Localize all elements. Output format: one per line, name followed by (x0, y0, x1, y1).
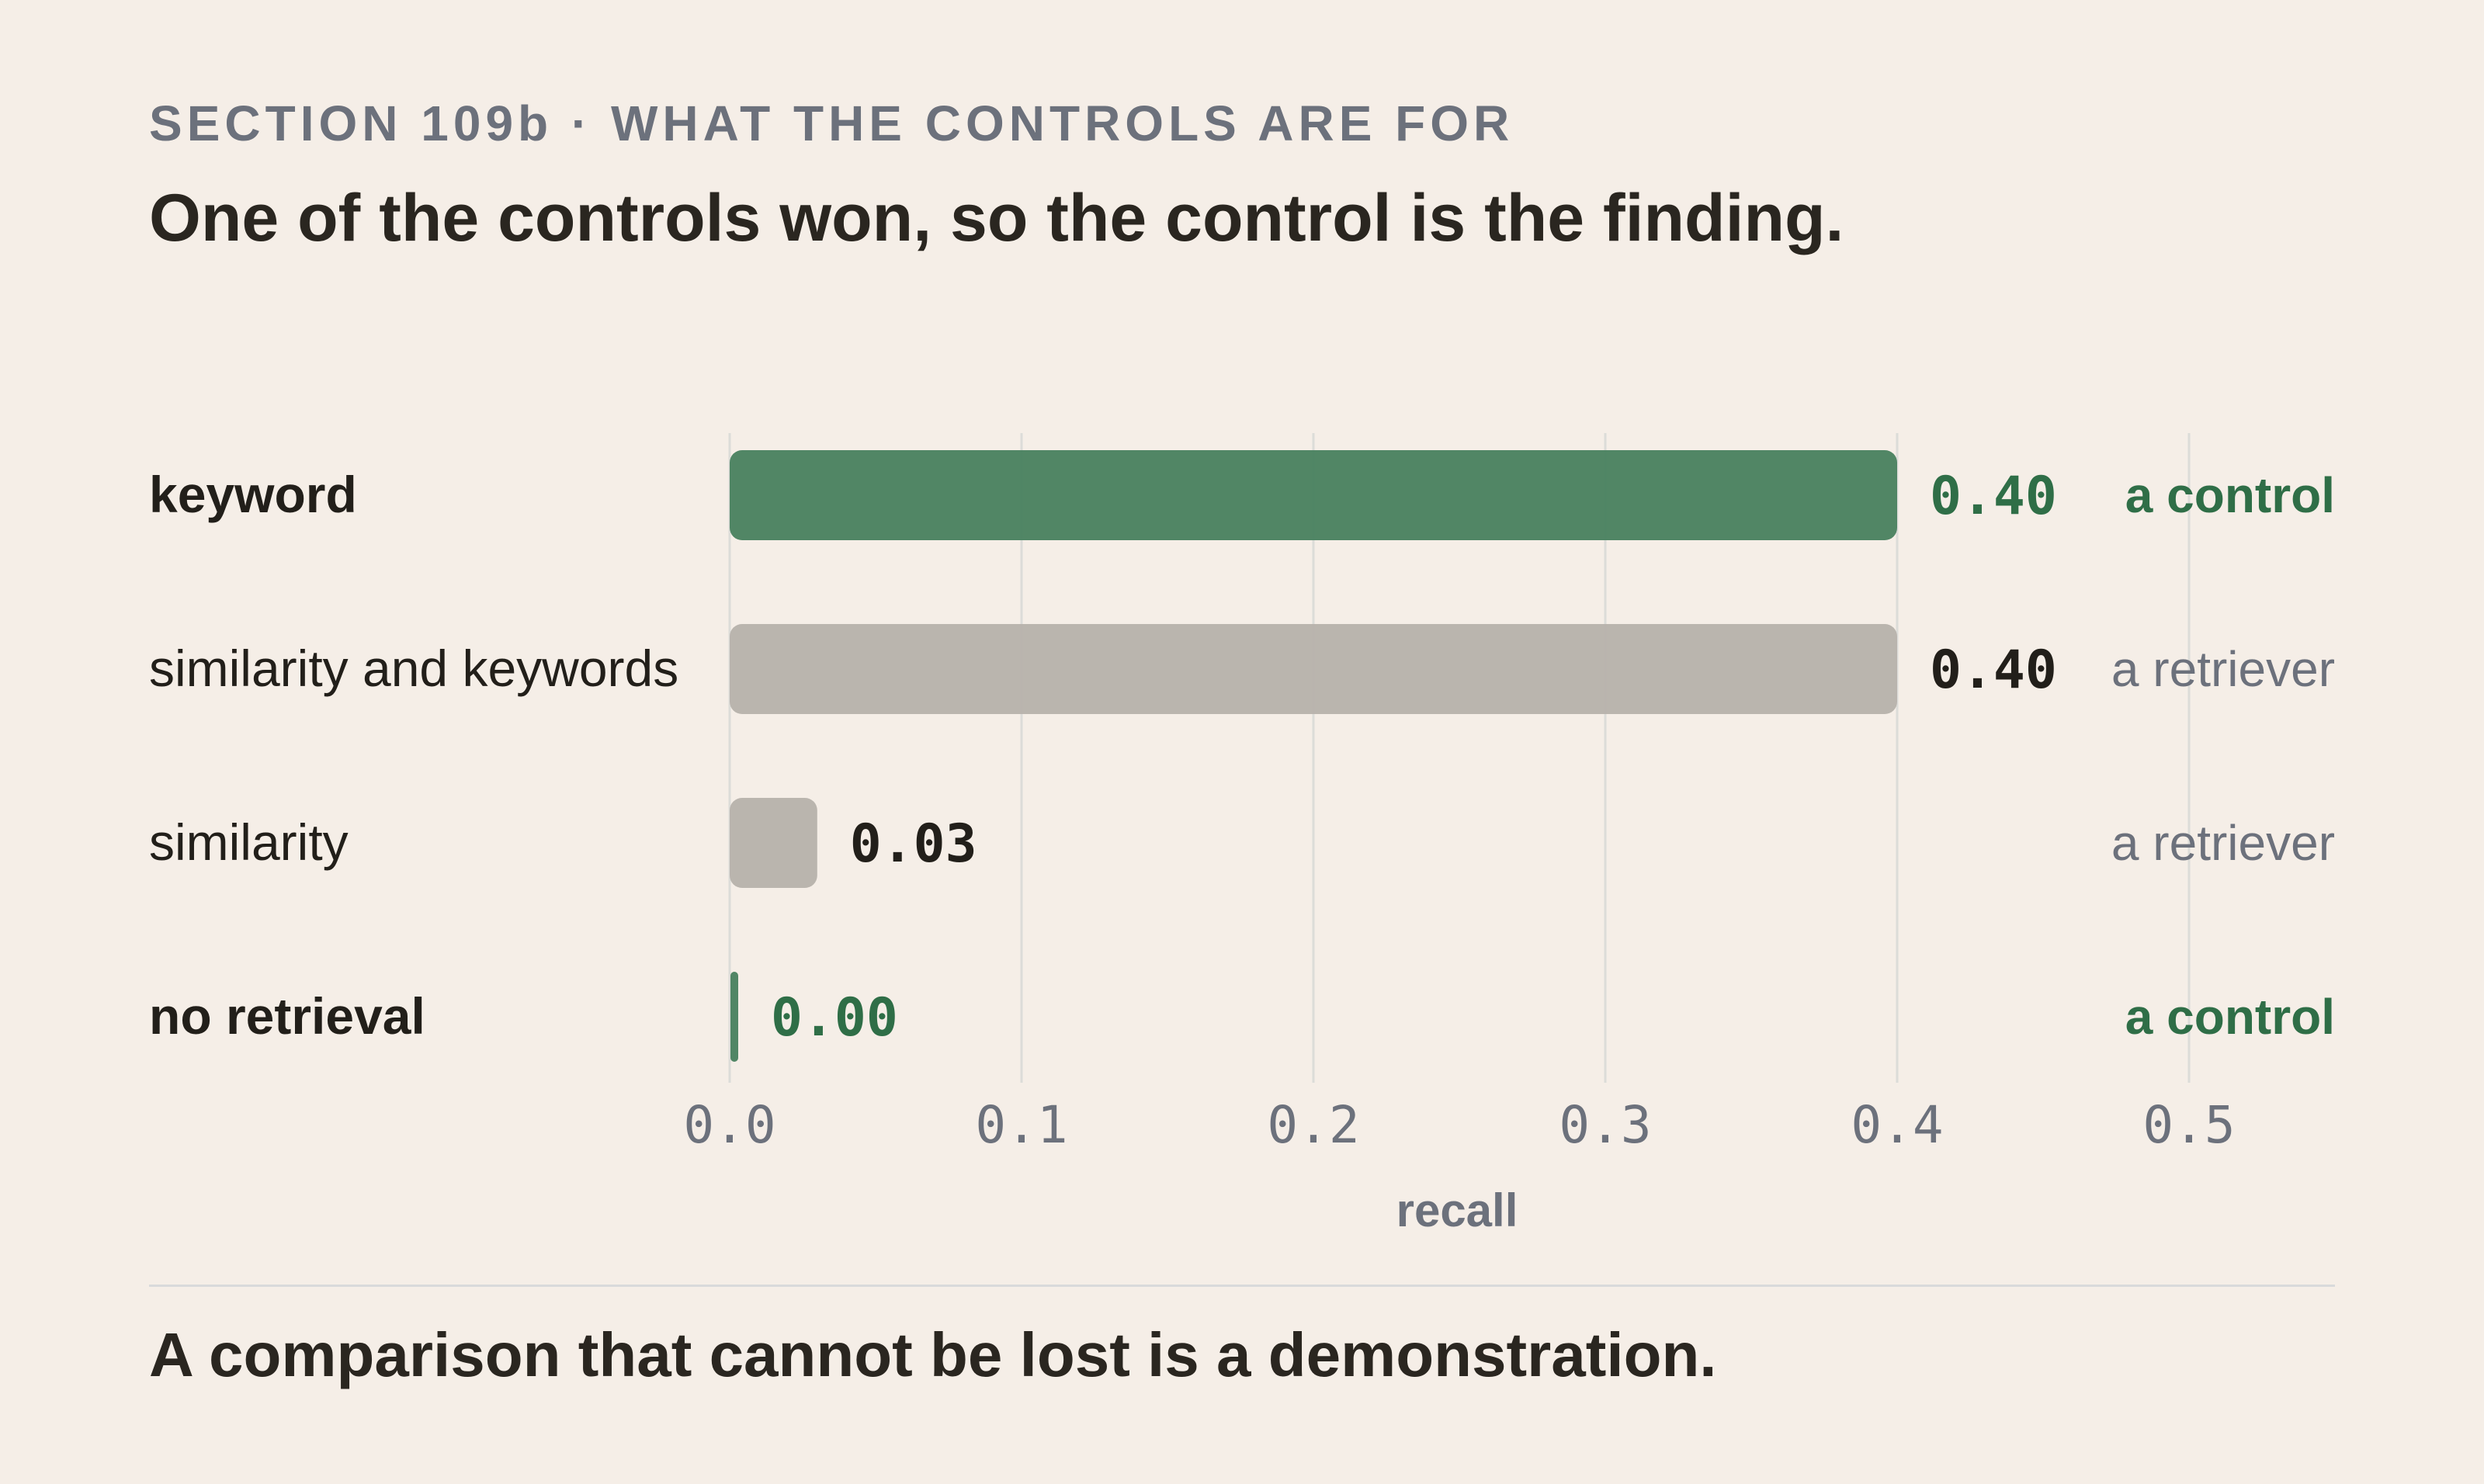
role-label: a control (2125, 467, 2335, 523)
role-label: a retriever (2111, 815, 2335, 871)
page-title: One of the controls won, so the control … (149, 181, 1844, 255)
category-label: similarity (149, 813, 349, 871)
x-tick-label: 0.5 (2142, 1095, 2235, 1155)
category-label: similarity and keywords (149, 640, 678, 697)
value-label: 0.40 (1930, 466, 2057, 527)
value-label: 0.40 (1930, 640, 2057, 701)
bar (730, 624, 1897, 714)
bar (730, 972, 738, 1062)
role-label: a control (2125, 989, 2335, 1045)
x-tick-label: 0.3 (1559, 1095, 1651, 1155)
x-tick-label: 0.4 (1851, 1095, 1943, 1155)
x-tick-label: 0.2 (1267, 1095, 1359, 1155)
footer-conclusion: A comparison that cannot be lost is a de… (149, 1320, 1717, 1389)
value-label: 0.00 (771, 987, 898, 1049)
recall-bar-chart: 0.0 0.1 0.2 0.3 0.4 0.5 recall keyword 0.40 a con… (149, 433, 2335, 1236)
bar (730, 798, 817, 888)
category-label: no retrieval (149, 987, 425, 1045)
section-eyebrow: SECTION 109b · WHAT THE CONTROLS ARE FOR (149, 95, 1514, 151)
value-label: 0.03 (850, 813, 977, 875)
x-axis-title: recall (1396, 1184, 1518, 1236)
role-label: a retriever (2111, 641, 2335, 697)
category-label: keyword (149, 466, 357, 523)
x-tick-label: 0.1 (975, 1095, 1067, 1155)
x-tick-label: 0.0 (683, 1095, 775, 1155)
divider (149, 1285, 2335, 1287)
bar (730, 450, 1897, 540)
